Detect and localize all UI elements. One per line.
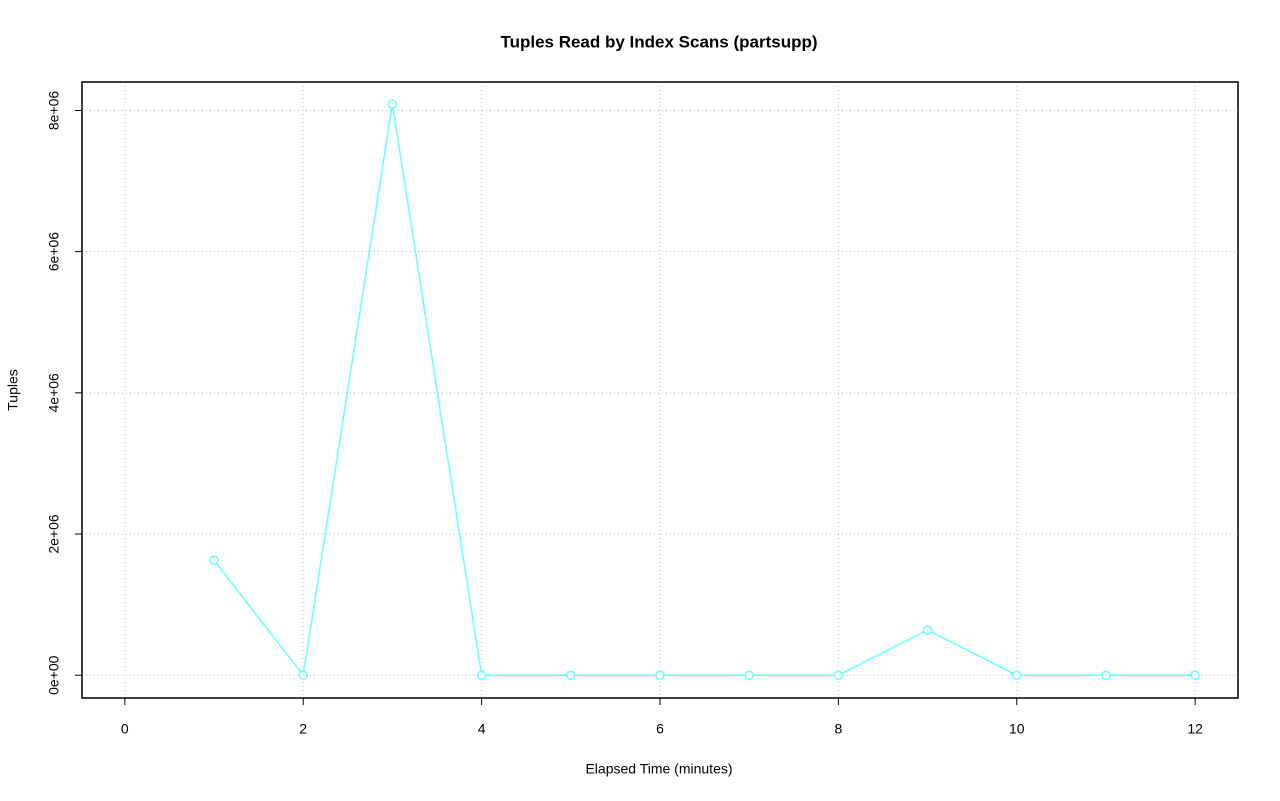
y-tick-label: 8e+06 [46, 91, 62, 131]
y-tick-label: 0e+00 [46, 655, 62, 695]
y-axis-title: Tuples [5, 369, 21, 411]
x-tick-label: 2 [299, 721, 307, 737]
data-point [1101, 670, 1111, 680]
x-tick-label: 0 [121, 721, 129, 737]
y-tick-label: 2e+06 [46, 514, 62, 554]
y-tick-label: 4e+06 [46, 373, 62, 413]
x-tick-label: 12 [1187, 721, 1203, 737]
data-line [213, 103, 1196, 678]
x-tick-label: 10 [1009, 721, 1025, 737]
data-point [655, 670, 665, 680]
y-tick-label: 6e+06 [46, 232, 62, 272]
data-point [298, 670, 308, 680]
data-point [566, 670, 576, 680]
x-tick-label: 4 [478, 721, 486, 737]
x-tick-label: 6 [656, 721, 664, 737]
data-point [209, 555, 219, 565]
data-point [744, 670, 754, 680]
data-point [476, 670, 487, 680]
x-axis-title: Elapsed Time (minutes) [585, 761, 732, 777]
data-point [1012, 670, 1022, 680]
data-point [1190, 670, 1200, 680]
chart-title: Tuples Read by Index Scans (partsupp) [500, 32, 817, 51]
data-point [387, 99, 398, 109]
plot-frame [81, 81, 1239, 699]
x-tick-label: 8 [834, 721, 842, 737]
data-point [922, 625, 933, 635]
data-point [833, 670, 844, 680]
